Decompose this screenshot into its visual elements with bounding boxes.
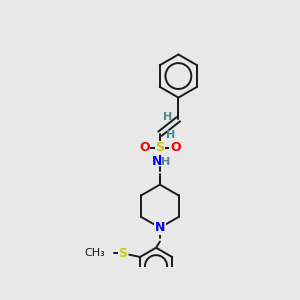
Text: N: N [155, 221, 165, 234]
Text: N: N [152, 155, 162, 168]
Text: S: S [118, 247, 127, 260]
Text: H: H [166, 130, 175, 140]
Text: H: H [163, 112, 172, 122]
Text: S: S [155, 141, 164, 154]
Text: CH₃: CH₃ [84, 248, 105, 258]
Text: H: H [161, 157, 171, 166]
Text: O: O [170, 141, 181, 154]
Text: O: O [139, 141, 150, 154]
